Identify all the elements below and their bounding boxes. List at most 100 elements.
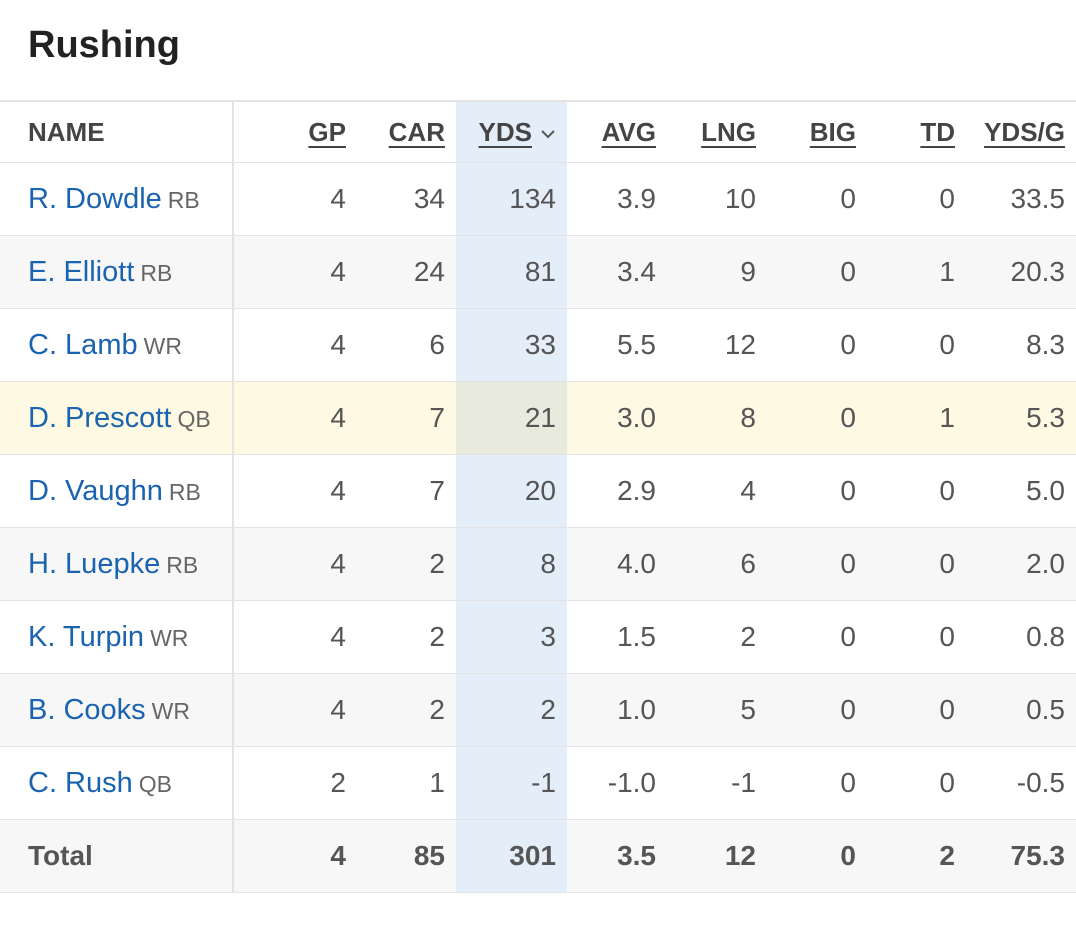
header-label: CAR [388,116,445,147]
stat-cell: 0.8 [966,600,1076,674]
total-row: Total 4 85 301 3.5 12 0 2 75.3 [0,819,1076,893]
stat-cell: 1 [357,746,456,820]
header-label: NAME [28,116,105,147]
position: RB [140,259,173,286]
column-header[interactable]: AVG [567,101,667,163]
player-row: R. Dowdle RB 4 34 134 3.9 10 0 0 33.5 [0,162,1076,236]
column-header[interactable]: CAR [357,101,456,163]
stat-cell: 20 [456,454,567,528]
stat-cell: 134 [456,162,567,236]
stat-cell: 34 [357,162,456,236]
header-label: GP [308,116,346,147]
name-cell: C. Lamb WR [0,308,234,382]
stat-cell: 0.5 [966,673,1076,747]
player-link[interactable]: C. Rush [28,766,133,799]
player-row: H. Luepke RB 4 2 8 4.0 6 0 0 2.0 [0,527,1076,601]
stat-cell: 21 [456,381,567,455]
stat-cell: 2.0 [966,527,1076,601]
stat-cell: 2 [357,527,456,601]
position: QB [177,405,211,432]
player-link[interactable]: C. Lamb [28,328,138,361]
header-label: YDS/G [984,116,1065,147]
name-cell: C. Rush QB [0,746,234,820]
stat-cell: 4 [233,527,357,601]
table-body: R. Dowdle RB 4 34 134 3.9 10 0 0 33.5 E. Elliott RB… [0,162,1076,893]
stat-cell: 33 [456,308,567,382]
stat-cell: 3.5 [567,819,667,893]
total-label: Total [0,819,234,893]
stat-cell: 1 [867,235,966,309]
stat-cell: 2 [357,673,456,747]
stat-cell: 7 [357,454,456,528]
position: WR [150,624,189,651]
name-cell: H. Luepke RB [0,527,234,601]
column-header[interactable]: YDS [456,101,567,163]
player-link[interactable]: D. Prescott [28,401,172,434]
stat-cell: 0 [767,673,867,747]
player-link[interactable]: K. Turpin [28,620,145,653]
stat-cell: 6 [357,308,456,382]
stat-cell: 5.0 [966,454,1076,528]
header-label: BIG [809,116,856,147]
stat-cell: 0 [867,673,966,747]
header-label: TD [920,116,955,147]
stat-cell: 0 [767,746,867,820]
player-link[interactable]: D. Vaughn [28,474,163,507]
column-header[interactable]: TD [867,101,966,163]
stat-cell: 2 [867,819,966,893]
player-link[interactable]: R. Dowdle [28,182,162,215]
stat-cell: 4.0 [567,527,667,601]
stat-cell: 6 [667,527,767,601]
stat-cell: 9 [667,235,767,309]
player-link[interactable]: E. Elliott [28,255,135,288]
stat-cell: 2 [357,600,456,674]
stat-cell: 4 [233,381,357,455]
player-link[interactable]: B. Cooks [28,693,146,726]
sort-icon [541,129,555,139]
column-header: NAME [0,101,234,163]
name-cell: R. Dowdle RB [0,162,234,236]
column-header[interactable]: LNG [667,101,767,163]
stat-cell: 4 [233,673,357,747]
column-header[interactable]: GP [233,101,357,163]
player-link[interactable]: H. Luepke [28,547,161,580]
player-row: B. Cooks WR 4 2 2 1.0 5 0 0 0.5 [0,673,1076,747]
stat-cell: 5.5 [567,308,667,382]
stat-cell: 0 [867,746,966,820]
stat-cell: 3.9 [567,162,667,236]
stat-cell: 85 [357,819,456,893]
stat-cell: 33.5 [966,162,1076,236]
column-header[interactable]: BIG [767,101,867,163]
stat-cell: 4 [233,235,357,309]
name-cell: B. Cooks WR [0,673,234,747]
stat-cell: 0 [867,162,966,236]
position: RB [167,186,200,213]
header-row: NAME GP CAR YDS AVG LNG BIG TD YDS/G [0,101,1076,163]
stat-cell: -1 [456,746,567,820]
stat-cell: 7 [357,381,456,455]
player-row: D. Vaughn RB 4 7 20 2.9 4 0 0 5.0 [0,454,1076,528]
position: RB [166,551,199,578]
stat-cell: 4 [233,600,357,674]
stat-cell: 301 [456,819,567,893]
stat-cell: -1.0 [567,746,667,820]
stat-cell: 3.0 [567,381,667,455]
stat-cell: 3.4 [567,235,667,309]
player-row: K. Turpin WR 4 2 3 1.5 2 0 0 0.8 [0,600,1076,674]
stat-cell: 0 [867,527,966,601]
position: QB [138,770,172,797]
stat-cell: 5 [667,673,767,747]
header-label: AVG [601,116,656,147]
stat-cell: 24 [357,235,456,309]
stat-cell: 0 [867,454,966,528]
stat-cell: 20.3 [966,235,1076,309]
player-row: C. Lamb WR 4 6 33 5.5 12 0 0 8.3 [0,308,1076,382]
stat-cell: 12 [667,308,767,382]
stat-cell: 4 [233,819,357,893]
stat-cell: 1.5 [567,600,667,674]
stat-cell: 0 [767,162,867,236]
stat-cell: 2 [456,673,567,747]
column-header[interactable]: YDS/G [966,101,1076,163]
header-label: YDS [478,116,532,147]
